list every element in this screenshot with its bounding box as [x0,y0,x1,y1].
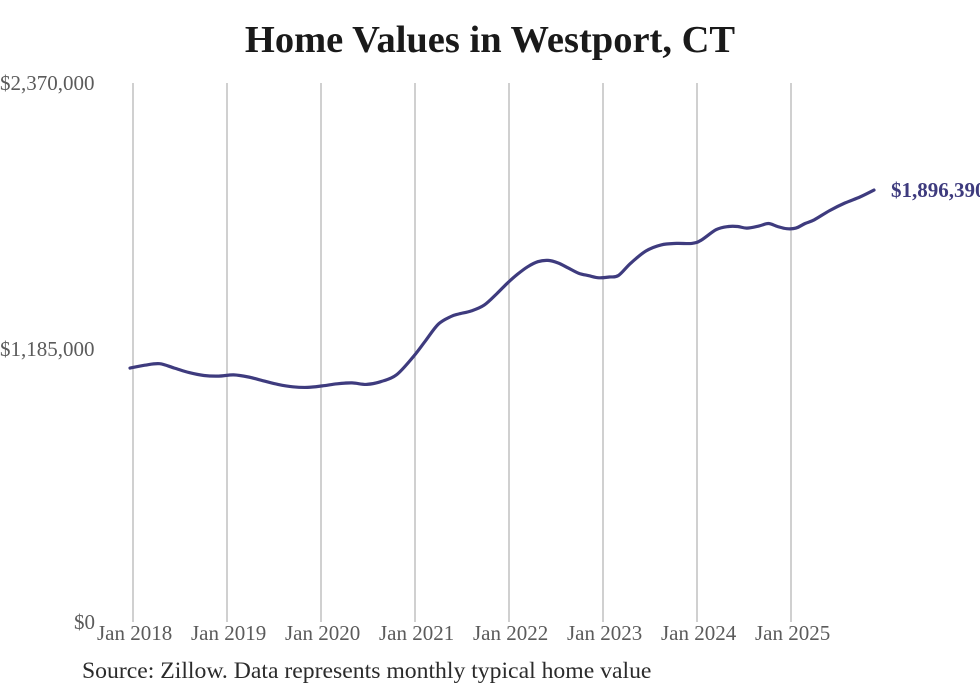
svg-text:$1,185,000: $1,185,000 [0,337,95,361]
svg-text:Jan 2024: Jan 2024 [661,621,737,645]
svg-text:Jan 2021: Jan 2021 [379,621,454,645]
svg-text:Jan 2020: Jan 2020 [285,621,360,645]
svg-text:Jan 2019: Jan 2019 [191,621,266,645]
svg-text:Jan 2018: Jan 2018 [97,621,172,645]
svg-text:Jan 2022: Jan 2022 [473,621,548,645]
svg-text:Jan 2025: Jan 2025 [755,621,830,645]
svg-text:$2,370,000: $2,370,000 [0,71,95,95]
svg-text:$0: $0 [74,610,95,634]
svg-text:Jan 2023: Jan 2023 [567,621,642,645]
svg-text:$1,896,390: $1,896,390 [891,178,980,202]
